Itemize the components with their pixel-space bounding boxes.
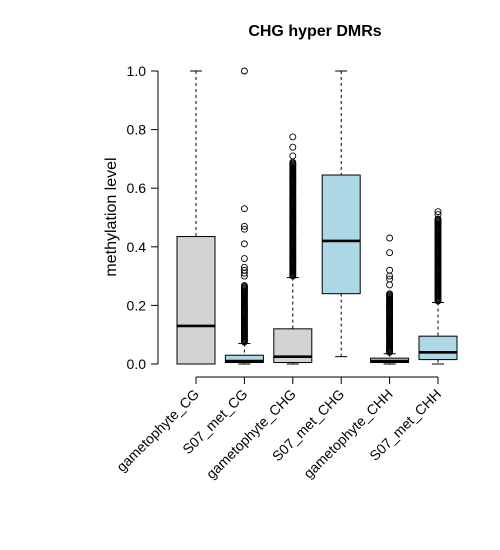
y-tick-label: 0.6 (127, 180, 147, 196)
outlier-point (240, 205, 248, 213)
box-iqr (418, 335, 458, 361)
y-tick-label: 0.2 (127, 297, 147, 313)
outlier-point (434, 208, 442, 216)
plot-area: 0.00.20.40.60.81.0gametophyte_CGS07_met_… (113, 63, 458, 482)
x-tick-label: gametophyte_CG (113, 386, 202, 475)
y-axis-label: methylation level (103, 157, 120, 276)
chart-title: CHG hyper DMRs (248, 23, 381, 40)
outlier-point (240, 67, 248, 75)
y-tick-label: 0.0 (127, 356, 147, 372)
y-tick-label: 0.8 (127, 122, 147, 138)
outlier-point (386, 275, 394, 283)
outlier-point (240, 222, 248, 230)
outlier-point (240, 240, 248, 248)
outlier-point (240, 266, 248, 274)
outlier-point (289, 133, 297, 141)
box-iqr (224, 354, 264, 364)
box-iqr (321, 174, 361, 295)
outlier-point (386, 281, 394, 289)
box-iqr (176, 236, 216, 365)
outlier-point (240, 282, 248, 290)
y-tick-label: 0.4 (127, 239, 147, 255)
outlier-point (240, 225, 248, 233)
outlier-point (434, 211, 442, 219)
outlier-point (289, 143, 297, 151)
x-tick-label: gametophyte_CHH (300, 386, 396, 482)
outlier-point (434, 215, 442, 223)
outlier-point (240, 255, 248, 262)
outlier-point (240, 263, 248, 271)
outlier-point (386, 266, 394, 274)
outlier-point (386, 290, 394, 298)
x-tick-label: gametophyte_CHG (203, 386, 299, 482)
outlier-point (386, 249, 394, 257)
outlier-point (386, 234, 394, 242)
y-tick-label: 1.0 (127, 63, 147, 79)
outlier-point (289, 152, 297, 160)
